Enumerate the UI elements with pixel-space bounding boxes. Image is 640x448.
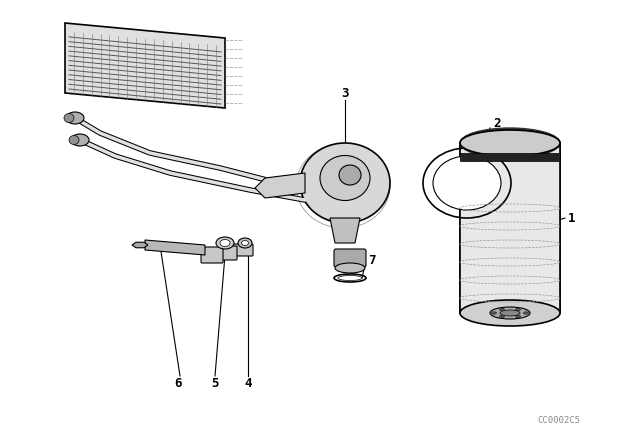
Polygon shape: [460, 153, 560, 161]
Ellipse shape: [335, 263, 365, 273]
Text: 2: 2: [493, 116, 500, 129]
Text: 1: 1: [568, 211, 576, 224]
Polygon shape: [255, 173, 305, 198]
Ellipse shape: [339, 165, 361, 185]
FancyBboxPatch shape: [334, 249, 366, 267]
Ellipse shape: [338, 276, 362, 280]
Text: 4: 4: [244, 376, 252, 389]
Ellipse shape: [66, 112, 84, 124]
Ellipse shape: [64, 113, 74, 122]
Text: 7: 7: [368, 254, 376, 267]
Ellipse shape: [499, 308, 504, 311]
Ellipse shape: [460, 300, 560, 326]
Ellipse shape: [220, 240, 230, 246]
Ellipse shape: [515, 315, 520, 318]
Text: CC0002C5: CC0002C5: [537, 416, 580, 425]
FancyBboxPatch shape: [201, 247, 223, 263]
Ellipse shape: [490, 307, 530, 319]
Ellipse shape: [216, 237, 234, 249]
Ellipse shape: [492, 312, 497, 314]
Polygon shape: [145, 240, 205, 255]
Ellipse shape: [238, 238, 252, 248]
Ellipse shape: [460, 130, 560, 156]
Ellipse shape: [320, 155, 370, 201]
Ellipse shape: [69, 135, 79, 145]
Ellipse shape: [499, 315, 504, 318]
Polygon shape: [65, 23, 225, 108]
FancyBboxPatch shape: [233, 244, 253, 256]
Text: 6: 6: [174, 376, 182, 389]
Ellipse shape: [500, 310, 520, 316]
Ellipse shape: [515, 308, 520, 311]
Ellipse shape: [241, 241, 248, 246]
Ellipse shape: [460, 128, 560, 158]
Polygon shape: [330, 218, 360, 243]
Polygon shape: [460, 143, 560, 313]
Text: 5: 5: [211, 376, 219, 389]
Ellipse shape: [71, 134, 89, 146]
FancyBboxPatch shape: [219, 246, 237, 260]
Ellipse shape: [433, 156, 501, 210]
Polygon shape: [132, 242, 148, 248]
Ellipse shape: [524, 312, 529, 314]
Text: 3: 3: [341, 86, 349, 99]
Ellipse shape: [300, 143, 390, 223]
